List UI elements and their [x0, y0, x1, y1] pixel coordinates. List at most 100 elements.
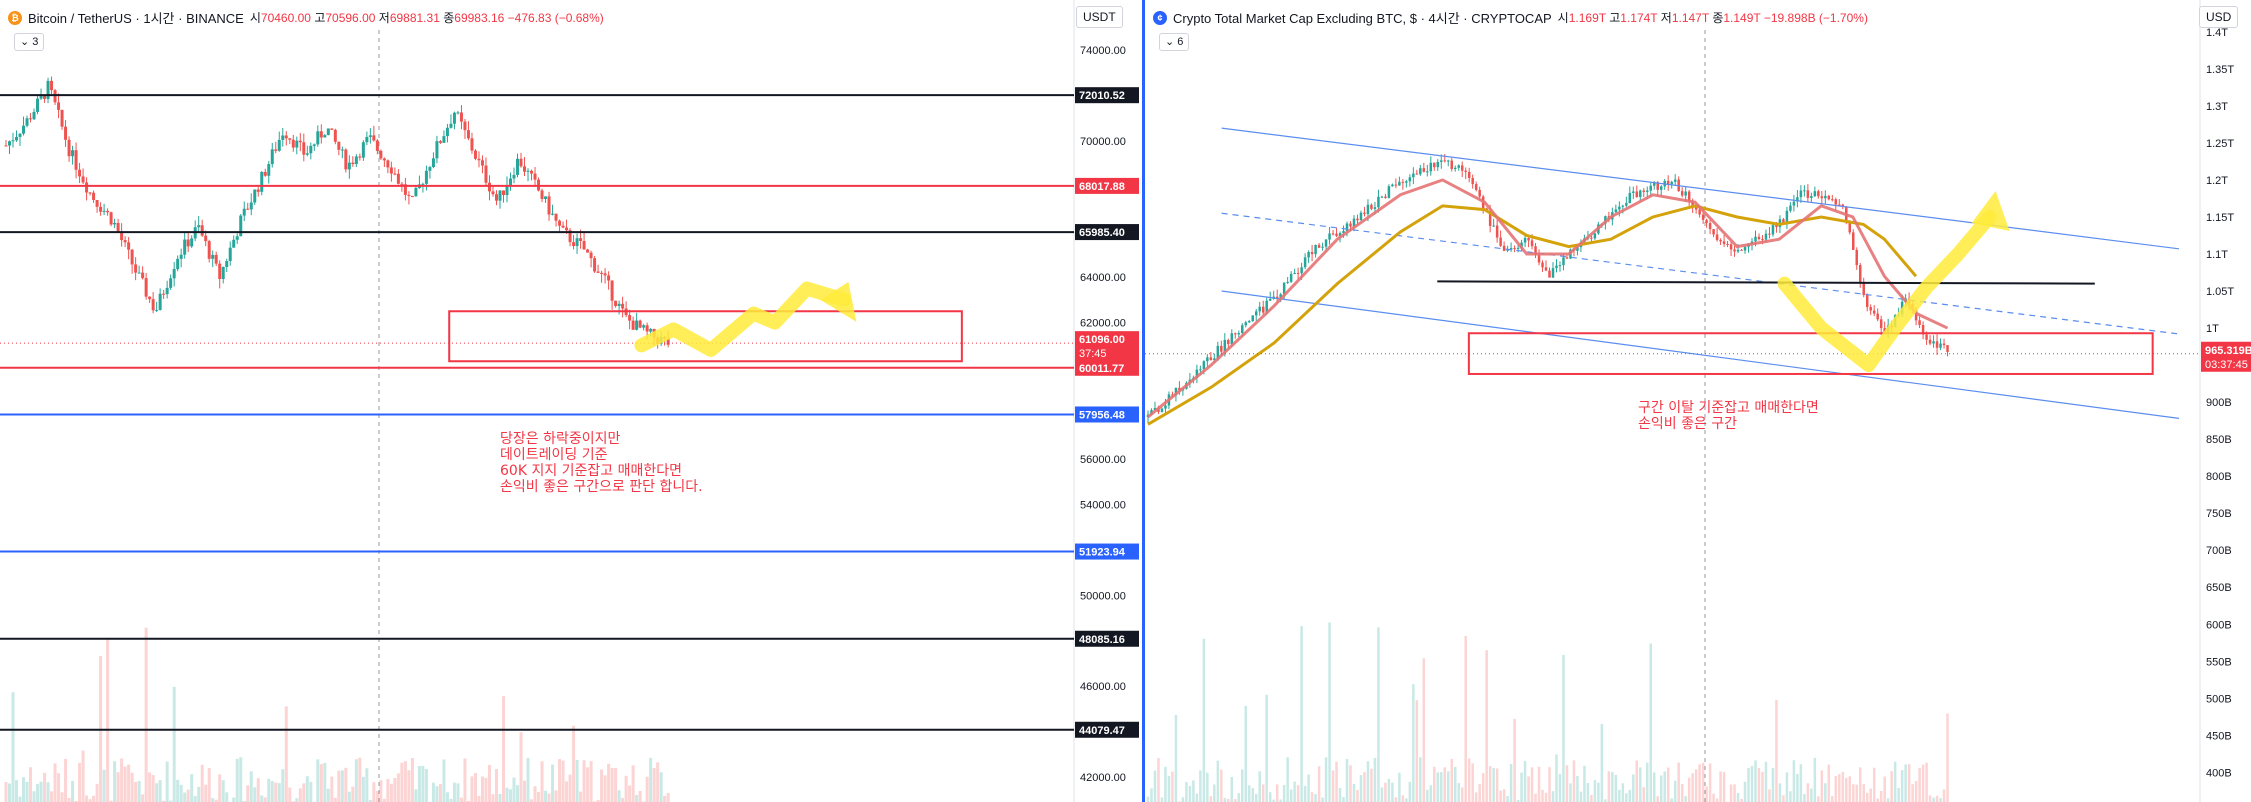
- candle-body: [67, 139, 71, 157]
- volume-bar: [1541, 789, 1544, 802]
- candle-body: [1785, 210, 1789, 223]
- candle-body: [15, 136, 19, 141]
- volume-bar: [1789, 791, 1792, 802]
- btc-chart-pane[interactable]: 74000.0072000.0070000.0068000.0066000.00…: [0, 0, 1142, 802]
- volume-bar: [442, 759, 446, 802]
- volume-bar: [663, 795, 667, 802]
- y-tick-label: 650B: [2206, 582, 2232, 594]
- volume-bar: [1202, 638, 1206, 802]
- candle-body: [1701, 214, 1705, 220]
- volume-bar: [1265, 694, 1268, 802]
- candle-body: [1251, 315, 1254, 322]
- volume-bar: [621, 797, 625, 802]
- level-label-bg: [1075, 630, 1139, 647]
- candle-body: [1736, 249, 1740, 252]
- y-tick-label: 70000.00: [1080, 136, 1126, 148]
- candle-body: [1373, 207, 1377, 209]
- last-price-label-countdown: 03:37:45: [2205, 359, 2248, 371]
- candle-body: [547, 196, 551, 215]
- level-label: 72010.52: [1079, 90, 1125, 102]
- candle-body: [372, 135, 376, 141]
- forecast-arrow: [1777, 209, 1997, 373]
- volume-bar: [449, 798, 453, 802]
- volume-bar: [487, 764, 491, 802]
- btc-currency-selector[interactable]: USDT: [1076, 6, 1123, 28]
- volume-bar: [1415, 700, 1419, 802]
- altcap-currency-selector[interactable]: USD: [2199, 6, 2239, 28]
- volume-bar: [284, 706, 288, 802]
- altcap-chart-pane[interactable]: 1.4T 1.35T 1.3T 1.25T 1.2T 1.15T 1.1T 1.05T 1T 90…: [1145, 0, 2251, 802]
- candle-body: [354, 156, 358, 165]
- altcap-chart-title[interactable]: Crypto Total Market Cap Excluding BTC, $…: [1173, 11, 1552, 26]
- volume-bar: [1775, 699, 1778, 802]
- volume-bar: [1820, 770, 1824, 802]
- candle-body: [561, 225, 565, 228]
- candle-body: [593, 258, 597, 272]
- candle-body: [1642, 190, 1646, 192]
- volume-bar: [1799, 764, 1803, 802]
- btc-chart-title[interactable]: Bitcoin / TetherUS · 1시간 · BINANCE: [28, 11, 244, 26]
- volume-bar: [1904, 764, 1907, 802]
- candle-body: [1227, 339, 1230, 345]
- candle-body: [1618, 206, 1621, 210]
- volume-bar: [1370, 768, 1373, 802]
- candle-body: [214, 254, 218, 264]
- volume-bar: [407, 770, 411, 802]
- candle-body: [519, 158, 523, 167]
- y-tick-label: 500B: [2206, 693, 2232, 705]
- volume-bar: [88, 799, 92, 802]
- candle-body: [1691, 201, 1694, 207]
- volume-bar: [1848, 776, 1852, 802]
- y-tick-label: 400B: [2206, 767, 2232, 779]
- candle-body: [361, 142, 365, 158]
- candle-body: [396, 173, 400, 184]
- volume-bar: [1523, 760, 1527, 802]
- volume-bar: [1932, 797, 1935, 802]
- volume-bar: [526, 757, 530, 802]
- volume-bar: [186, 789, 190, 802]
- volume-bar: [1373, 757, 1377, 802]
- candle-body: [57, 102, 61, 110]
- volume-bar: [1729, 784, 1733, 802]
- candle-body: [179, 254, 183, 259]
- volume-bar: [1698, 764, 1701, 802]
- volume-bar: [554, 790, 558, 802]
- candle-body: [1279, 294, 1282, 299]
- btc-indicators-toggle[interactable]: ⌄ 3: [14, 33, 45, 51]
- volume-bar: [137, 780, 141, 802]
- candle-body: [344, 149, 348, 170]
- volume-bar: [561, 760, 565, 802]
- pane-divider[interactable]: [1142, 0, 1145, 802]
- candle-body: [421, 183, 425, 185]
- candle-body: [1666, 180, 1670, 185]
- candle-body: [435, 141, 439, 159]
- volume-bar: [95, 783, 99, 802]
- btc-chart-canvas[interactable]: 74000.0072000.0070000.0068000.0066000.00…: [0, 0, 1142, 802]
- altcap-chart-canvas[interactable]: 1.4T 1.35T 1.3T 1.25T 1.2T 1.15T 1.1T 1.05T 1T 90…: [1145, 0, 2251, 802]
- candle-body: [463, 121, 467, 131]
- volume-bar: [1247, 785, 1251, 802]
- candle-body: [1199, 369, 1202, 371]
- annotation-text: 손익비 좋은 구간으로 판단 합니다.: [500, 479, 703, 495]
- candle-body: [1275, 296, 1279, 299]
- volume-bar: [1792, 760, 1796, 802]
- candle-body: [1460, 165, 1464, 171]
- volume-bar: [1572, 760, 1576, 802]
- candle-body: [1680, 191, 1684, 196]
- candle-body: [445, 127, 449, 137]
- volume-bar: [274, 782, 278, 802]
- candle-body: [1174, 387, 1178, 396]
- volume-bar: [1897, 788, 1900, 802]
- candle-body: [607, 275, 611, 281]
- candle-body: [1384, 196, 1387, 198]
- volume-bar: [1429, 785, 1433, 802]
- altcap-indicators-toggle[interactable]: ⌄ 6: [1159, 33, 1190, 51]
- candle-body: [305, 153, 309, 155]
- volume-bar: [1303, 785, 1307, 802]
- candle-body: [1335, 233, 1338, 237]
- volume-bar: [85, 795, 89, 802]
- volume-bar: [1639, 767, 1642, 802]
- volume-bar: [400, 762, 404, 802]
- candle-body: [22, 125, 26, 134]
- volume-bar: [1398, 772, 1401, 802]
